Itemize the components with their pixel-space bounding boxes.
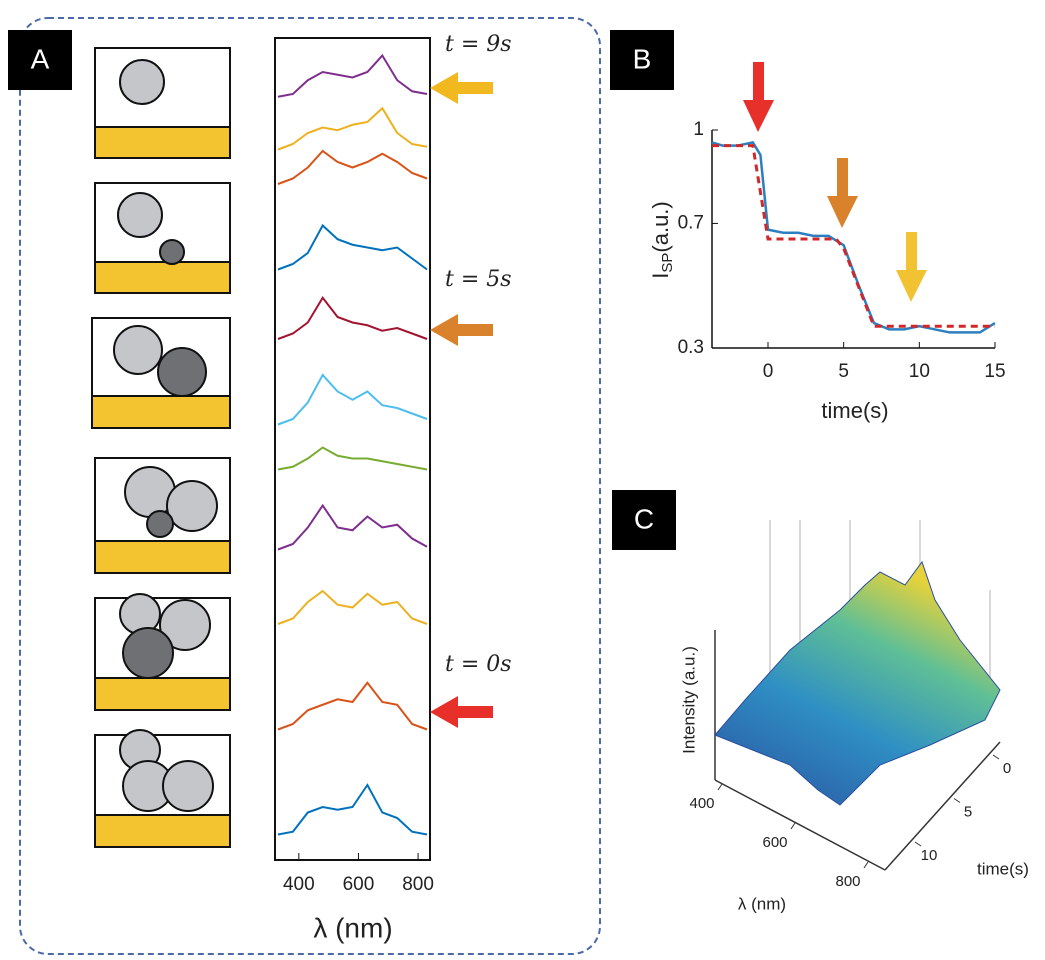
surface (714, 560, 1001, 806)
data-line (711, 141, 996, 334)
z-axis-label: Intensity (a.u.) (679, 646, 698, 754)
spectrum-line (277, 783, 428, 836)
panel-frame (19, 17, 601, 955)
x-tick-label: 800 (402, 874, 434, 895)
y-tick-label: 10 (921, 847, 938, 864)
y-axis-label-main: I (648, 273, 673, 279)
tick-mark (953, 798, 961, 803)
annotation: t = 9s (445, 32, 512, 57)
y-axis (884, 741, 1001, 871)
y-axis-label: ISP(a.u.) (648, 201, 676, 279)
spectrum-line (277, 589, 428, 625)
y-axis-label-unit: (a.u.) (648, 201, 673, 252)
panel-label-box (610, 30, 674, 90)
x-tick-label: 0 (763, 361, 774, 382)
panel-label: B (633, 43, 652, 74)
spectrum-line (277, 223, 428, 271)
y-tick-label: 0.7 (678, 212, 704, 233)
spectrum-line (277, 295, 428, 340)
spectrum-line (277, 373, 428, 426)
panel-label: A (31, 43, 50, 74)
panel-label-box (612, 490, 676, 550)
x-axis (714, 779, 886, 871)
y-tick-label: 0 (1003, 760, 1011, 777)
annotation: t = 5s (445, 267, 512, 292)
cartoons (91, 47, 231, 848)
spectrum-line (277, 106, 428, 151)
tick-mark (863, 861, 869, 869)
x-tick-label: 15 (984, 361, 1005, 382)
spectrum-line (277, 503, 428, 551)
x-tick-label: 5 (838, 361, 849, 382)
x-tick-label: 600 (762, 834, 787, 851)
y-axis-label: time(s) (977, 859, 1029, 878)
arrows (430, 62, 927, 728)
surface-backdrop (769, 520, 991, 700)
tick-mark (717, 783, 723, 791)
x-tick-label: 600 (343, 874, 375, 895)
spectrum-line (277, 446, 428, 471)
x-tick-label: 10 (909, 361, 930, 382)
y-tick-label: 5 (964, 803, 972, 820)
x-tick-label: 800 (835, 873, 860, 890)
y-tick-label: 1 (693, 119, 704, 140)
spectrum-line (277, 149, 428, 185)
x-axis-label: λ (nm) (313, 912, 392, 943)
panel-label-box (8, 30, 72, 90)
x-axis-label: λ (nm) (738, 894, 786, 913)
x-axis-label: time(s) (821, 398, 888, 423)
tick-mark (992, 754, 1000, 760)
tick-mark (790, 822, 796, 830)
spectrum-line (277, 681, 428, 731)
plot-frame (274, 37, 431, 861)
y-tick-label: 0.3 (678, 337, 704, 358)
x-tick-label: 400 (283, 874, 315, 895)
y-axis-label-sub: SP (659, 253, 676, 273)
panel-label: C (634, 503, 654, 534)
fit-line (712, 144, 995, 328)
annotation: t = 0s (445, 652, 512, 677)
tick-mark (914, 841, 922, 847)
x-tick-label: 400 (689, 795, 714, 812)
spectrum-line (277, 53, 428, 98)
